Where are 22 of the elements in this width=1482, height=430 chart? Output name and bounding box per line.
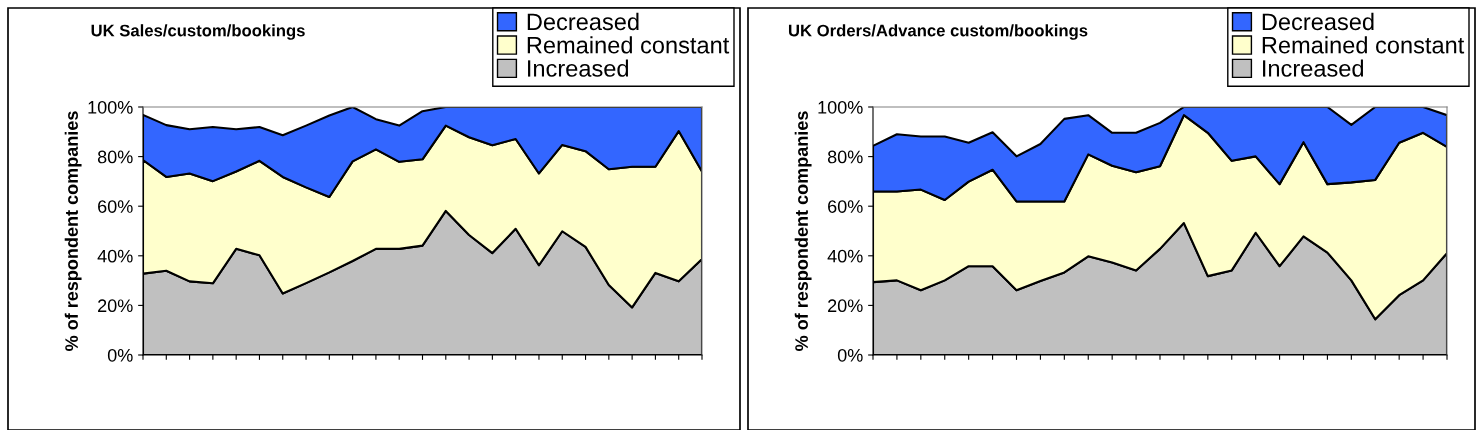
y-tick-label: 40%	[827, 249, 863, 263]
y-axis-title: % of respondent companies	[794, 111, 812, 351]
y-tick-label: 40%	[97, 249, 133, 263]
y-tick-label: 20%	[98, 299, 133, 313]
legend-label: Decreased	[1262, 12, 1374, 31]
y-tick-label: 60%	[828, 200, 863, 213]
y-tick-label: 0%	[107, 348, 133, 362]
y-tick-label: 80%	[827, 150, 863, 164]
legend-label: Remained constant	[1262, 36, 1465, 54]
y-tick-label: 100%	[818, 100, 863, 114]
y-tick-label: 60%	[98, 200, 133, 213]
y-tick-label: 100%	[88, 100, 133, 114]
y-tick-label: 80%	[97, 150, 133, 164]
legend-label: Decreased	[527, 12, 639, 31]
y-tick-label: 0%	[837, 348, 863, 362]
y-axis-title: % of respondent companies	[64, 111, 82, 351]
chart-title: UK Sales/custom/bookings	[91, 24, 305, 40]
y-tick-label: 20%	[828, 299, 863, 313]
legend-label: Remained constant	[527, 36, 730, 54]
chart-title: UK Orders/Advance custom/bookings	[788, 24, 1088, 40]
legend-label: Increased	[1263, 59, 1364, 77]
legend-label: Increased	[528, 59, 629, 77]
